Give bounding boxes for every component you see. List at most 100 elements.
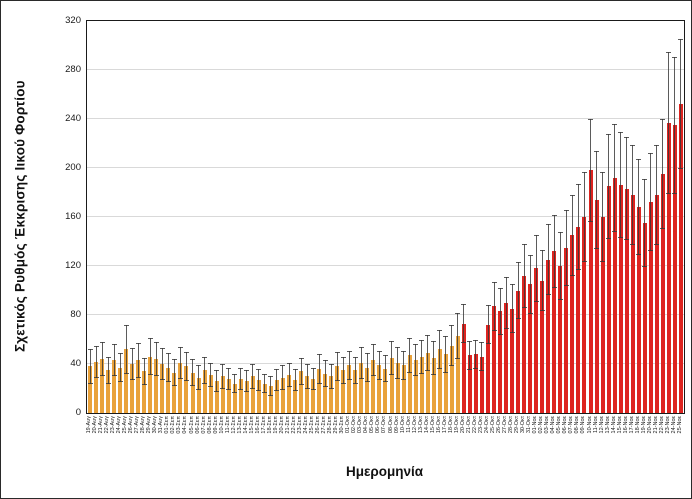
x-tick-label: 21-Νοε xyxy=(652,416,659,434)
error-bar-19-Οκτ xyxy=(455,312,461,360)
error-bar-24-Σεπ xyxy=(304,364,310,389)
error-bar-07-Νοε xyxy=(569,194,575,276)
error-bar-06-Σεπ xyxy=(196,365,202,390)
bar-15-Οκτ xyxy=(431,357,436,413)
bar-23-Νοε xyxy=(666,122,671,413)
bar-02-Νοε xyxy=(540,280,545,413)
x-tick-label: 18-Σεπ xyxy=(266,416,273,434)
error-bar-04-Νοε xyxy=(551,214,557,288)
bar-03-Σεπ xyxy=(178,362,183,413)
error-bar-19-Σεπ xyxy=(274,368,280,391)
bar-08-Σεπ xyxy=(208,375,213,413)
bar-25-Σεπ xyxy=(311,378,316,413)
bar-05-Σεπ xyxy=(190,372,195,413)
error-bar-21-Σεπ xyxy=(286,362,292,388)
error-bar-11-Σεπ xyxy=(226,367,232,390)
bar-07-Νοε xyxy=(570,235,575,413)
error-bar-01-Σεπ xyxy=(165,353,171,383)
x-tick-label: 20-Νοε xyxy=(646,416,653,434)
x-tick-label: 08-Οκτ xyxy=(387,416,394,434)
y-tick-label: 200 xyxy=(65,162,81,173)
bar-04-Οκτ xyxy=(365,367,370,413)
bar-05-Νοε xyxy=(558,266,563,413)
bar-28-Σεπ xyxy=(329,376,334,413)
bar-30-Σεπ xyxy=(341,370,346,413)
error-bar-04-Σεπ xyxy=(183,351,189,382)
error-bar-02-Νοε xyxy=(539,250,545,312)
error-bar-05-Σεπ xyxy=(190,359,196,386)
error-bar-03-Νοε xyxy=(545,224,551,296)
error-bar-18-Σεπ xyxy=(268,376,274,396)
bar-21-Σεπ xyxy=(287,375,291,413)
x-tick-label: 18-Νοε xyxy=(634,416,641,434)
error-bar-09-Οκτ xyxy=(395,346,401,379)
error-bar-22-Σεπ xyxy=(292,368,298,391)
error-bar-21-Οκτ xyxy=(467,340,473,371)
bar-06-Οκτ xyxy=(377,365,382,413)
x-axis-labels: 19-Αυγ 20-Αυγ 21-Αυγ 22-Αυγ 23-Αυγ 24-Αυγ 25-Α… xyxy=(86,415,683,463)
bar-06-Σεπ xyxy=(196,377,201,413)
bar-13-Οκτ xyxy=(419,356,424,413)
x-tick-label: 07-Σεπ xyxy=(200,416,207,434)
error-bar-16-Σεπ xyxy=(256,368,262,391)
x-tick-label: 17-Σεπ xyxy=(260,416,267,434)
bar-17-Οκτ xyxy=(443,354,448,413)
bar-07-Οκτ xyxy=(383,368,388,413)
bar-22-Αυγ xyxy=(106,370,111,413)
bar-25-Οκτ xyxy=(492,306,497,413)
bar-07-Σεπ xyxy=(202,370,207,413)
error-bar-24-Νοε xyxy=(672,56,678,194)
x-tick-label: 15-Σεπ xyxy=(248,416,255,434)
bar-11-Σεπ xyxy=(226,378,231,413)
bar-24-Αυγ xyxy=(118,367,123,413)
error-bar-29-Οκτ xyxy=(515,262,521,319)
bar-20-Οκτ xyxy=(461,323,466,413)
error-bar-19-Νοε xyxy=(642,179,648,268)
error-bar-07-Σεπ xyxy=(202,356,208,384)
bar-19-Αυγ xyxy=(88,366,92,413)
y-tick-label: 240 xyxy=(65,113,81,124)
x-tick-label: 16-Οκτ xyxy=(435,416,442,434)
bar-02-Σεπ xyxy=(172,372,177,413)
y-tick-label: 120 xyxy=(65,260,81,271)
error-bar-17-Οκτ xyxy=(443,335,449,373)
error-bar-14-Οκτ xyxy=(425,334,431,372)
x-tick-label: 12-Σεπ xyxy=(230,416,237,434)
error-bar-25-Νοε xyxy=(678,39,684,170)
x-tick-label: 16-Σεπ xyxy=(254,416,261,434)
error-bar-20-Σεπ xyxy=(280,365,286,390)
y-axis-title: Σχετικός Ρυθμός Έκκρισης Ιικού Φορτίου xyxy=(12,80,28,352)
x-tick-label: 21-Οκτ xyxy=(465,416,472,434)
error-bar-11-Οκτ xyxy=(407,338,413,373)
error-bar-23-Σεπ xyxy=(298,357,304,385)
bar-11-Οκτ xyxy=(407,355,412,413)
bar-24-Σεπ xyxy=(305,376,310,413)
bar-28-Αυγ xyxy=(142,371,147,413)
error-bar-28-Αυγ xyxy=(141,357,147,385)
bar-04-Νοε xyxy=(552,251,557,413)
bar-08-Νοε xyxy=(576,226,581,413)
bar-27-Οκτ xyxy=(504,302,509,413)
x-tick-label: 09-Οκτ xyxy=(393,416,400,434)
error-bar-02-Οκτ xyxy=(352,356,358,384)
bar-03-Οκτ xyxy=(359,362,364,413)
error-bar-08-Σεπ xyxy=(208,362,214,388)
x-tick-label: 10-Οκτ xyxy=(399,416,406,434)
x-tick-label: 08-Σεπ xyxy=(206,416,213,434)
error-bar-08-Οκτ xyxy=(389,340,395,375)
x-tick-label: 11-Σεπ xyxy=(224,416,231,434)
x-tick-label: 23-Νοε xyxy=(664,416,671,434)
error-bar-31-Αυγ xyxy=(159,348,165,380)
error-bar-03-Σεπ xyxy=(177,346,183,379)
bar-09-Σεπ xyxy=(214,381,219,413)
bar-09-Οκτ xyxy=(395,362,400,413)
y-tick-label: 80 xyxy=(70,309,81,320)
error-bar-30-Αυγ xyxy=(153,341,159,377)
error-bar-27-Οκτ xyxy=(503,277,509,329)
bar-22-Νοε xyxy=(660,174,665,413)
error-bar-05-Νοε xyxy=(557,231,563,301)
bar-22-Οκτ xyxy=(473,354,478,413)
bar-14-Νοε xyxy=(612,177,617,413)
x-tick-label: 14-Σεπ xyxy=(242,416,249,434)
